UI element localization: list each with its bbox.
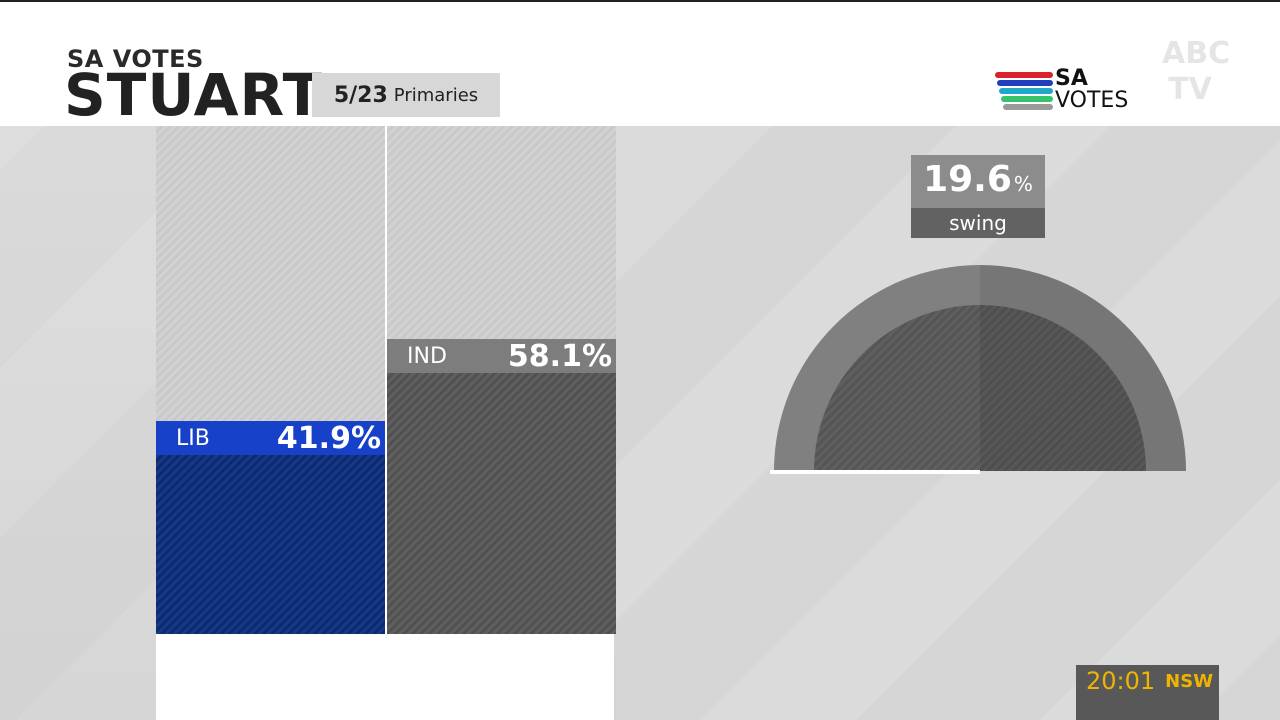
swing-label: swing bbox=[911, 208, 1045, 238]
party-label: LIB bbox=[176, 425, 210, 451]
logo-line1: SA bbox=[1055, 66, 1088, 91]
logo-stripe bbox=[995, 72, 1053, 78]
count-type: Primaries bbox=[393, 84, 479, 106]
vote-percent: 41.9% bbox=[276, 420, 381, 456]
gauge-inner bbox=[814, 305, 1146, 471]
program-kicker: SA VOTES bbox=[67, 45, 204, 73]
logo-stripe bbox=[1001, 96, 1053, 102]
swing-unit: % bbox=[1013, 172, 1033, 196]
gauge-inner-right bbox=[980, 305, 1146, 471]
bar-label-lib: LIB 41.9% bbox=[156, 420, 385, 456]
clock-time: 20:01 bbox=[1086, 667, 1156, 695]
party-label: IND bbox=[407, 343, 447, 369]
clock-bug: 20:01 NSW bbox=[1076, 665, 1219, 720]
bar-label-ind: IND 58.1% bbox=[387, 338, 616, 374]
primary-vote-bar-chart: LIB 41.9% IND 58.1% bbox=[156, 126, 616, 720]
logo-stripe bbox=[1003, 104, 1053, 110]
header-bar: SA VOTES STUART 5/23 Primaries SA VOTES … bbox=[0, 0, 1280, 126]
abc-tv-watermark: ABC TV bbox=[1162, 36, 1231, 114]
booths-counted-badge: 5/23 Primaries bbox=[312, 73, 500, 117]
vote-percent: 58.1% bbox=[507, 338, 612, 374]
booths-counted: 5/23 bbox=[333, 82, 388, 108]
watermark-text: ABC TV bbox=[1162, 36, 1231, 107]
logo-stripes bbox=[995, 68, 1053, 114]
swing-value: 19.6 bbox=[923, 159, 1012, 200]
gauge-baseline bbox=[770, 470, 980, 474]
logo-stripe bbox=[999, 88, 1053, 94]
swing-value-box: 19.6 % bbox=[911, 155, 1045, 208]
swing-box: 19.6 % swing bbox=[911, 155, 1045, 238]
clock-zone: NSW bbox=[1165, 671, 1214, 692]
bar-lib bbox=[156, 421, 385, 634]
bar-ind bbox=[387, 339, 616, 634]
swing-gauge bbox=[770, 265, 1186, 474]
logo-line2: VOTES bbox=[1055, 88, 1129, 113]
logo-stripe bbox=[997, 80, 1053, 86]
seat-title: STUART bbox=[64, 61, 324, 129]
sa-votes-logo: SA VOTES bbox=[995, 66, 1135, 114]
